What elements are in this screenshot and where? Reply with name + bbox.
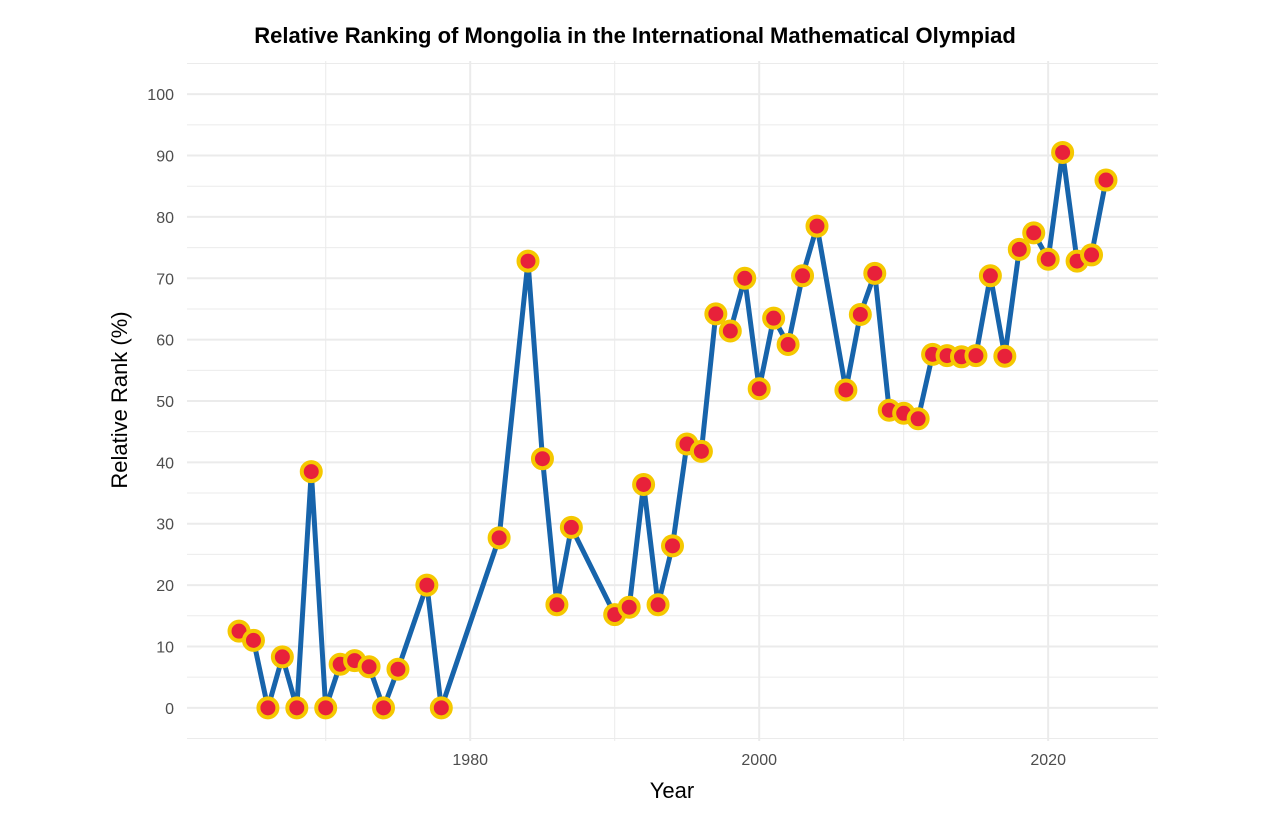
x-tick-label: 2000: [741, 752, 777, 769]
data-point: [1022, 221, 1046, 245]
data-point: [791, 264, 815, 288]
y-axis-title: Relative Rank (%): [107, 311, 132, 488]
y-tick-label: 0: [165, 701, 174, 718]
data-point: [1036, 247, 1060, 271]
x-axis-ticks: 1980 2000 2020: [452, 752, 1066, 769]
x-tick-label: 1980: [452, 752, 488, 769]
data-point: [964, 344, 988, 368]
data-point: [747, 377, 771, 401]
data-point: [848, 302, 872, 326]
data-point: [617, 595, 641, 619]
data-point: [863, 261, 887, 285]
data-point: [1094, 168, 1118, 192]
data-point: [314, 696, 338, 720]
data-point: [906, 407, 930, 431]
data-point: [661, 534, 684, 558]
y-tick-label: 80: [156, 210, 174, 227]
data-point: [415, 573, 439, 597]
y-tick-label: 10: [156, 639, 174, 656]
y-tick-label: 20: [156, 578, 174, 595]
x-axis-title: Year: [650, 778, 694, 803]
data-point: [559, 515, 583, 539]
data-point: [530, 447, 554, 471]
y-tick-label: 60: [156, 333, 174, 350]
y-tick-label: 30: [156, 517, 174, 534]
data-point: [1007, 237, 1031, 261]
series-line: [236, 149, 1109, 711]
y-tick-label: 50: [156, 394, 174, 411]
data-point: [762, 306, 786, 330]
data-point: [429, 696, 453, 720]
data-point: [545, 593, 569, 617]
data-point: [285, 696, 309, 720]
data-point: [256, 696, 280, 720]
data-point: [386, 657, 410, 681]
data-point: [978, 264, 1002, 288]
data-point: [646, 593, 670, 617]
data-point: [718, 319, 742, 343]
data-point: [834, 378, 858, 402]
data-point: [805, 214, 829, 238]
data-point: [357, 655, 381, 679]
data-point: [372, 696, 396, 720]
data-point: [689, 439, 713, 463]
data-point: [733, 266, 757, 290]
y-axis-ticks: 0 10 20 30 40 50 60 70 80 90 100: [147, 87, 174, 718]
data-point: [704, 302, 728, 326]
data-point: [632, 472, 656, 496]
data-point: [299, 460, 323, 484]
data-point: [1051, 140, 1075, 164]
data-point: [270, 645, 294, 669]
rank-line: [236, 149, 1109, 711]
chart-title: Relative Ranking of Mongolia in the Inte…: [254, 23, 1016, 48]
y-tick-label: 100: [147, 87, 174, 104]
grid: [187, 61, 1158, 741]
y-tick-label: 90: [156, 149, 174, 166]
data-point: [993, 344, 1017, 368]
data-point: [1080, 243, 1104, 267]
x-tick-label: 2020: [1030, 752, 1066, 769]
data-point: [241, 628, 265, 652]
data-point: [776, 333, 800, 357]
data-point: [487, 526, 511, 550]
data-points: [227, 140, 1118, 720]
y-tick-label: 70: [156, 271, 174, 288]
data-point: [516, 249, 540, 273]
y-tick-label: 40: [156, 455, 174, 472]
